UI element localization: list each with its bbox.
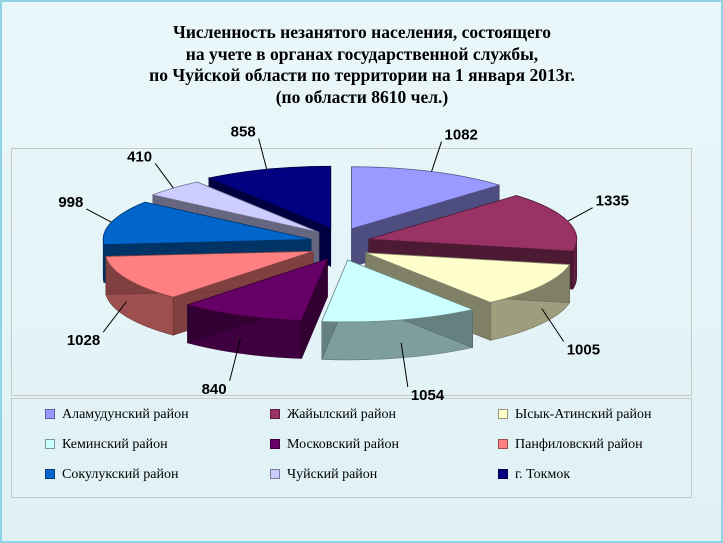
pie-slice-3	[365, 252, 571, 341]
legend-swatch-4	[45, 438, 55, 449]
data-label-8: 410	[127, 148, 152, 165]
legend-label-4: Кеминский район	[62, 437, 168, 452]
legend-swatch-6	[498, 438, 508, 449]
legend-item-5: Московский район	[270, 437, 399, 453]
legend-swatch-3	[498, 408, 508, 419]
legend-label-1: Аламудунский район	[62, 407, 189, 422]
legend-item-1: Аламудунский район	[45, 407, 189, 423]
data-label-9: 858	[231, 124, 256, 141]
legend-item-2: Жайылский район	[270, 407, 396, 423]
title-line-2: на учете в органах государственной служб…	[185, 43, 539, 64]
leader-line-4	[400, 342, 409, 388]
leader-line-1	[431, 141, 443, 172]
legend-swatch-8	[270, 468, 280, 479]
legend-label-8: Чуйский район	[287, 467, 378, 482]
data-label-1: 1082	[445, 127, 478, 144]
title-line-3: по Чуйской области по территории на 1 ян…	[149, 65, 575, 85]
legend-item-3: Ысык-Атинский район	[498, 407, 652, 423]
data-label-2: 1335	[596, 193, 629, 210]
leader-line-5	[229, 337, 241, 382]
leader-line-9	[258, 138, 268, 170]
legend: Аламудунский район Жайылский район Ысык-Ат…	[11, 398, 692, 498]
legend-item-9: г. Токмок	[498, 467, 570, 483]
legend-item-7: Сокулукский район	[45, 467, 178, 483]
legend-label-6: Панфиловский район	[515, 437, 643, 452]
leader-line-6	[102, 301, 127, 333]
data-label-3: 1005	[567, 341, 600, 358]
chart-title: Численность незанятого населения, состоя…	[62, 22, 662, 108]
legend-label-7: Сокулукский район	[62, 467, 179, 482]
data-label-6: 1028	[67, 332, 100, 349]
leader-line-8	[154, 163, 174, 189]
data-label-5: 840	[202, 381, 227, 398]
legend-swatch-1	[45, 408, 55, 419]
legend-item-4: Кеминский район	[45, 437, 168, 453]
legend-label-5: Московский район	[287, 437, 399, 452]
data-label-7: 998	[58, 194, 83, 211]
legend-swatch-5	[270, 438, 280, 449]
leader-line-2	[567, 207, 593, 222]
legend-label-2: Жайылский район	[287, 407, 396, 422]
legend-swatch-7	[45, 468, 55, 479]
leader-line-3	[541, 308, 565, 342]
legend-item-8: Чуйский район	[270, 467, 377, 483]
legend-label-9: г. Токмок	[515, 467, 571, 482]
data-label-4: 1054	[411, 387, 445, 404]
pie-slice-5	[186, 258, 329, 359]
legend-label-3: Ысык-Атинский район	[515, 407, 652, 422]
title-line-1: Численность незанятого населения, состоя…	[172, 22, 551, 42]
pie-slice-4	[321, 259, 475, 361]
leader-line-7	[86, 208, 112, 223]
legend-swatch-2	[270, 408, 280, 419]
legend-item-6: Панфиловский район	[498, 437, 643, 453]
legend-swatch-9	[498, 468, 508, 479]
plot-area	[11, 148, 692, 396]
title-line-4: (по области 8610 чел.)	[275, 86, 449, 107]
